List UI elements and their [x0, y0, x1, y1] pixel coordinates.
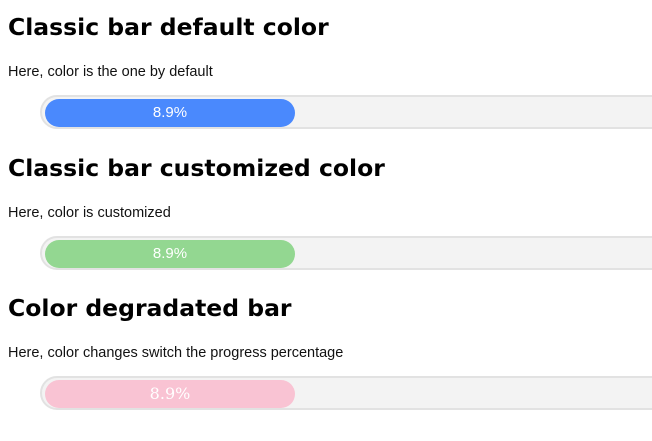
progress-bar: 8.9%: [40, 95, 652, 129]
section-title: Classic bar customized color: [8, 154, 385, 182]
progress-label: 8.9%: [152, 104, 188, 121]
progress-fill: 8.9%: [45, 240, 295, 268]
progress-fill: 8.9%: [45, 99, 295, 127]
progress-bar: 8.9%: [40, 236, 652, 270]
progress-label: 8.9%: [152, 245, 188, 262]
section-description: Here, color changes switch the progress …: [8, 345, 344, 361]
section-customized-color: Classic bar customized color Here, color…: [0, 141, 652, 282]
section-degradated-color: Color degradated bar Here, color changes…: [0, 281, 652, 422]
section-default-color: Classic bar default color Here, color is…: [0, 0, 652, 141]
section-title: Color degradated bar: [8, 294, 292, 322]
progress-fill: 8.9%: [45, 380, 295, 408]
section-title: Classic bar default color: [8, 13, 329, 41]
progress-bar: 8.9%: [40, 376, 652, 410]
section-description: Here, color is the one by default: [8, 64, 213, 80]
progress-label: 8.9%: [149, 384, 191, 403]
section-description: Here, color is customized: [8, 205, 171, 221]
